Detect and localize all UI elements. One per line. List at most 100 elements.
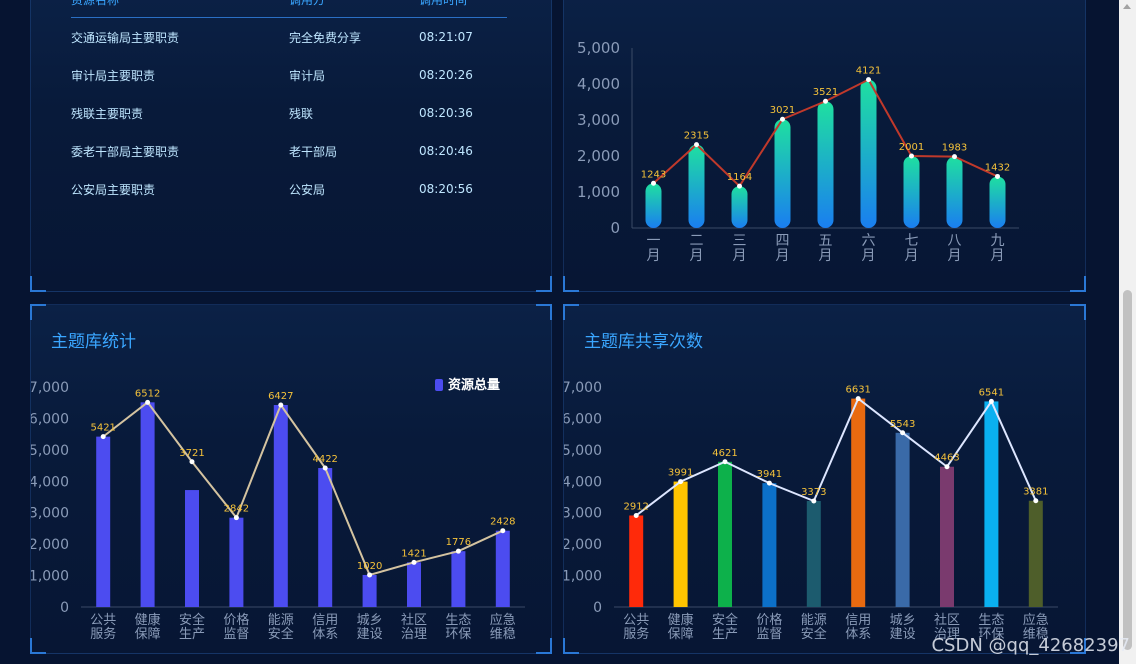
scrollbar-thumb[interactable] — [1123, 290, 1132, 650]
theme-library-share-chart: 0 1,000 2,000 3,000 4,000 5,000 6,000 7,000 2912… — [564, 380, 1058, 642]
y-tick-label: 1,000 — [577, 183, 620, 201]
y-tick-label: 2,000 — [31, 537, 69, 553]
y-tick-label: 5,000 — [31, 443, 69, 459]
y-tick-label: 1,000 — [564, 569, 602, 585]
x-tick-label: 四月 — [776, 233, 790, 264]
data-point — [145, 399, 151, 405]
theme-library-stats-chart: 0 1,000 2,000 3,000 4,000 5,000 6,000 7,000 5421… — [31, 377, 525, 642]
cell-resource-name: 审计局主要职责 — [71, 68, 156, 83]
x-tick-label: 安全生产 — [179, 612, 205, 642]
series-line — [102, 400, 504, 577]
bar — [688, 144, 705, 228]
data-point — [823, 98, 828, 104]
data-point — [233, 515, 239, 521]
bar — [495, 530, 510, 607]
y-tick-label: 5,000 — [577, 39, 620, 57]
bar — [903, 155, 920, 228]
x-tick-label: 二月 — [690, 233, 704, 264]
data-point — [455, 548, 461, 554]
data-point — [500, 528, 506, 534]
cell-call-time: 08:20:26 — [419, 68, 473, 82]
data-label: 1243 — [641, 169, 666, 180]
y-tick-label: 7,000 — [564, 380, 602, 396]
data-label: 1020 — [357, 561, 382, 572]
data-point — [411, 559, 417, 565]
table-row: 委老干部局主要职责 老干部局 08:20:46 — [71, 132, 507, 170]
data-label: 4121 — [856, 66, 881, 77]
x-tick-label: 信用体系 — [312, 613, 338, 642]
x-tick-label: 九月 — [991, 233, 1005, 264]
y-tick-label: 0 — [60, 600, 69, 616]
page-scrollbar[interactable] — [1119, 0, 1136, 664]
data-label: 3521 — [813, 87, 838, 98]
y-tick-label: 0 — [593, 600, 602, 616]
bar — [407, 562, 421, 607]
data-label: 6512 — [135, 388, 160, 399]
data-label: 3721 — [179, 448, 204, 459]
data-label: 6631 — [845, 385, 870, 396]
bar — [273, 405, 288, 607]
x-tick-label: 安全生产 — [712, 612, 738, 642]
watermark: CSDN @qq_42682397 — [931, 635, 1130, 656]
cell-resource-name: 残联主要职责 — [71, 106, 144, 121]
x-tick-label: 价格监督 — [756, 612, 782, 642]
monthly-chart: 0 1,000 2,000 3,000 4,000 5,000 1243 2315 1164 30… — [577, 39, 1019, 264]
data-label: 1776 — [446, 537, 471, 548]
x-tick-label: 应急维稳 — [1023, 612, 1049, 642]
data-label: 1164 — [727, 172, 752, 183]
y-tick-label: 4,000 — [577, 75, 620, 93]
cell-call-time: 08:20:56 — [419, 182, 473, 196]
x-tick-label: 城乡建设 — [357, 613, 383, 642]
data-point — [995, 173, 1000, 179]
bar — [673, 481, 688, 607]
bar — [318, 468, 333, 607]
x-tick-label: 信用体系 — [845, 613, 871, 642]
data-label: 6541 — [979, 387, 1004, 398]
bar — [451, 551, 466, 607]
table-row: 审计局主要职责 审计局 08:20:26 — [71, 56, 507, 94]
bar — [984, 401, 999, 607]
y-tick-label: 3,000 — [31, 506, 69, 522]
data-point — [866, 77, 871, 83]
resource-call-panel: 资源名称 调用方 调用时间 交通运输局主要职责 完全免费分享 08:21:07 … — [30, 0, 552, 292]
cell-resource-name: 公安局主要职责 — [71, 182, 156, 197]
theme-library-share-panel: 主题库共享次数 0 1,000 2,000 3,000 4,000 5,000 6,000 7… — [563, 304, 1086, 654]
table-row: 公安局主要职责 公安局 08:20:56 — [71, 170, 507, 208]
resource-call-table: 资源名称 调用方 调用时间 交通运输局主要职责 完全免费分享 08:21:07 … — [71, 0, 507, 208]
x-tick-label: 生态环保 — [978, 613, 1004, 642]
bar — [774, 119, 791, 228]
legend-label: 资源总量 — [448, 377, 500, 393]
cell-call-time: 08:21:07 — [419, 30, 473, 44]
data-point — [909, 153, 914, 159]
bar — [806, 500, 821, 607]
bar — [629, 515, 644, 607]
bar — [185, 490, 199, 607]
y-tick-label: 6,000 — [564, 411, 602, 427]
x-tick-label: 八月 — [948, 233, 962, 264]
data-point — [633, 512, 639, 518]
y-tick-label: 2,000 — [564, 537, 602, 553]
y-tick-label: 3,000 — [577, 111, 620, 129]
data-label: 1421 — [401, 548, 426, 559]
data-label: 1432 — [985, 162, 1010, 173]
data-point — [855, 396, 861, 402]
bar — [718, 461, 732, 607]
data-label: 2315 — [684, 131, 709, 142]
bar — [860, 79, 877, 228]
scroll-up-arrow-icon[interactable] — [1123, 4, 1131, 9]
data-label: 4422 — [312, 454, 337, 465]
bar — [989, 176, 1006, 228]
y-tick-label: 7,000 — [31, 380, 69, 396]
data-point — [944, 464, 950, 470]
bar — [229, 517, 244, 607]
data-label: 5421 — [90, 423, 115, 434]
header-caller: 调用方 — [289, 0, 419, 18]
cell-call-time: 08:20:46 — [419, 144, 473, 158]
data-label: 2428 — [490, 517, 515, 528]
y-tick-label: 1,000 — [31, 569, 69, 585]
cell-resource-name: 交通运输局主要职责 — [71, 30, 180, 45]
data-point — [322, 465, 328, 471]
x-tick-label: 能源安全 — [801, 613, 827, 642]
x-tick-label: 七月 — [905, 233, 919, 264]
bar — [895, 432, 910, 607]
